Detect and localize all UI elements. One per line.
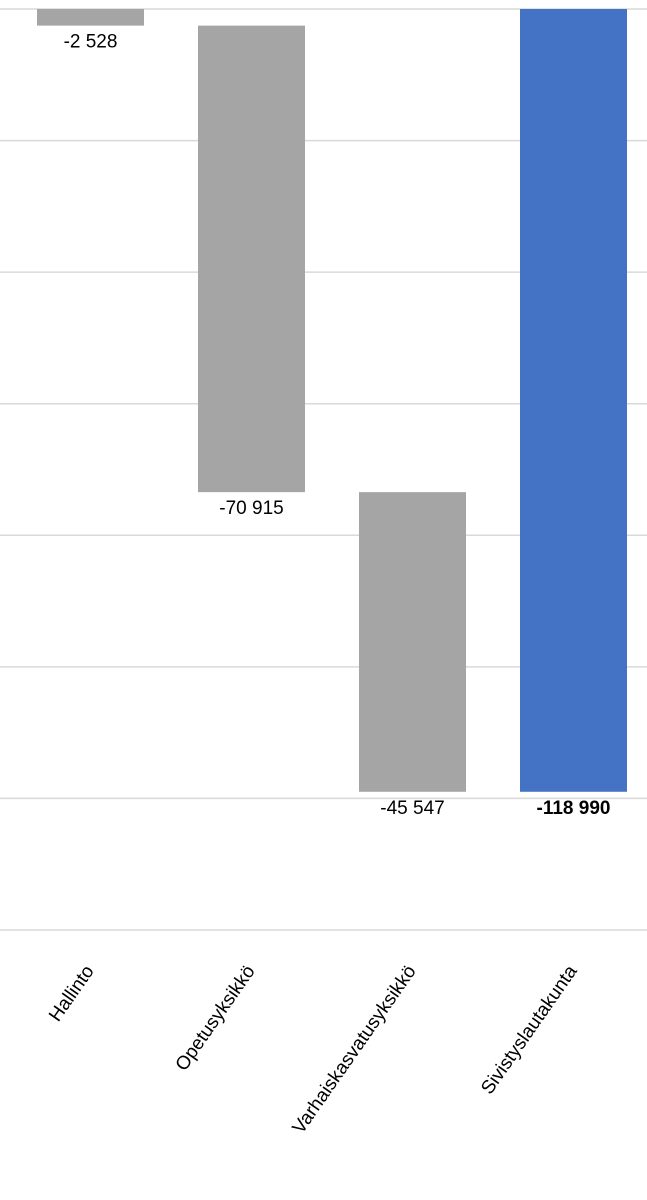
bar: [37, 9, 144, 26]
x-tick-label: Opetusyksikkö: [172, 962, 260, 1075]
bar: [359, 492, 466, 792]
value-label: -2 528: [64, 32, 118, 53]
x-tick-label: Varhaiskasvatusyksikkö: [289, 962, 421, 1138]
value-label: -70 915: [219, 498, 283, 519]
value-label: -45 547: [380, 798, 444, 819]
x-tick-label: Hallinto: [45, 962, 99, 1026]
bar: [198, 25, 305, 493]
x-tick-label: Sivistyslautakunta: [477, 961, 582, 1098]
bar: [520, 9, 627, 792]
value-label: -118 990: [537, 798, 611, 819]
